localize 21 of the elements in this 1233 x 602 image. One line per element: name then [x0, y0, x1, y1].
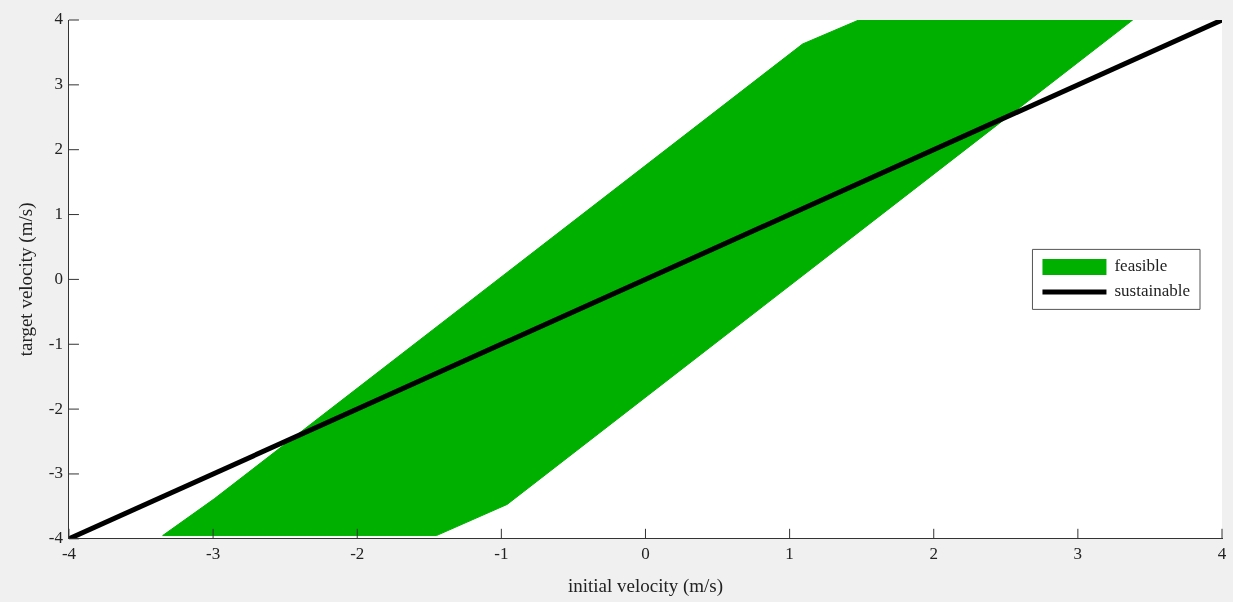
- x-tick-label: -1: [494, 544, 509, 564]
- x-tick-label: -3: [206, 544, 221, 564]
- y-tick-label: 3: [54, 74, 63, 94]
- legend-label: sustainable: [1114, 281, 1191, 301]
- y-tick-label: -2: [48, 398, 63, 418]
- y-tick-label: 4: [54, 9, 64, 29]
- y-tick-label: 1: [54, 204, 63, 224]
- legend-label: feasible: [1114, 256, 1168, 276]
- y-axis-title: target velocity (m/s): [15, 202, 38, 357]
- y-tick-label: -4: [48, 528, 64, 548]
- y-tick-label: 2: [54, 139, 63, 159]
- x-axis-title: initial velocity (m/s): [567, 574, 724, 597]
- x-tick-label: -2: [350, 544, 365, 564]
- y-tick-label: 0: [54, 268, 63, 288]
- x-tick-label: 2: [929, 544, 938, 564]
- x-tick-label: 3: [1073, 544, 1083, 564]
- x-tick-label: 1: [785, 544, 794, 564]
- x-tick-label: 0: [641, 544, 650, 564]
- x-tick-label: 4: [1217, 544, 1227, 564]
- y-tick-label: -1: [48, 333, 63, 353]
- y-tick-label: -3: [48, 463, 63, 483]
